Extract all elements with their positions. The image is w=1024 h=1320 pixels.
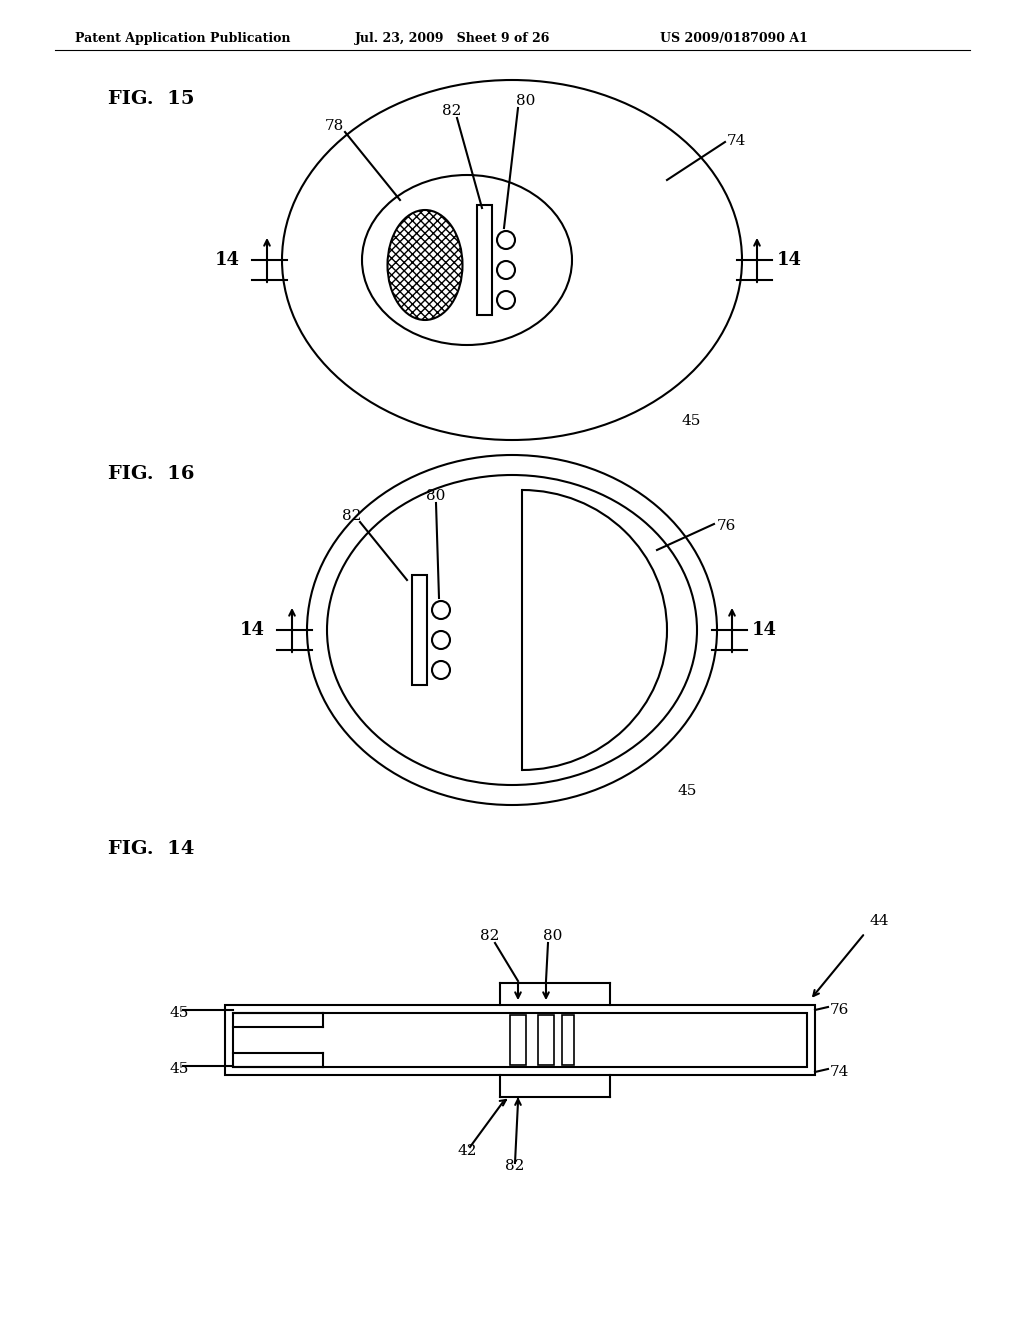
Bar bbox=[538, 1015, 554, 1065]
Text: 82: 82 bbox=[342, 510, 361, 523]
Text: 44: 44 bbox=[870, 913, 890, 928]
Text: Jul. 23, 2009   Sheet 9 of 26: Jul. 23, 2009 Sheet 9 of 26 bbox=[355, 32, 550, 45]
Ellipse shape bbox=[387, 210, 463, 319]
Bar bbox=[562, 1015, 574, 1065]
Text: 45: 45 bbox=[682, 414, 701, 428]
Text: 80: 80 bbox=[543, 929, 562, 942]
Text: 76: 76 bbox=[830, 1003, 849, 1016]
Bar bbox=[477, 205, 492, 315]
Text: Patent Application Publication: Patent Application Publication bbox=[75, 32, 291, 45]
Text: 74: 74 bbox=[727, 135, 746, 148]
Text: FIG.  16: FIG. 16 bbox=[108, 465, 195, 483]
Text: 76: 76 bbox=[717, 519, 736, 533]
Text: 80: 80 bbox=[426, 488, 445, 503]
Text: 14: 14 bbox=[752, 620, 777, 639]
Text: 45: 45 bbox=[677, 784, 696, 799]
Text: 14: 14 bbox=[215, 251, 240, 269]
Bar bbox=[412, 576, 427, 685]
Text: 45: 45 bbox=[170, 1063, 189, 1076]
Text: 82: 82 bbox=[442, 104, 462, 117]
Text: FIG.  15: FIG. 15 bbox=[108, 90, 195, 108]
Text: 82: 82 bbox=[480, 929, 500, 942]
Bar bbox=[225, 1005, 815, 1074]
Bar bbox=[510, 1015, 526, 1065]
Text: FIG.  14: FIG. 14 bbox=[108, 840, 195, 858]
Bar bbox=[233, 1012, 807, 1067]
Text: 45: 45 bbox=[170, 1006, 189, 1020]
Text: 42: 42 bbox=[458, 1144, 477, 1158]
Text: 82: 82 bbox=[505, 1159, 524, 1173]
Text: 74: 74 bbox=[830, 1065, 849, 1078]
Text: 78: 78 bbox=[325, 119, 344, 133]
Text: 14: 14 bbox=[777, 251, 802, 269]
Text: US 2009/0187090 A1: US 2009/0187090 A1 bbox=[660, 32, 808, 45]
Text: 80: 80 bbox=[516, 94, 536, 108]
Text: 14: 14 bbox=[240, 620, 265, 639]
